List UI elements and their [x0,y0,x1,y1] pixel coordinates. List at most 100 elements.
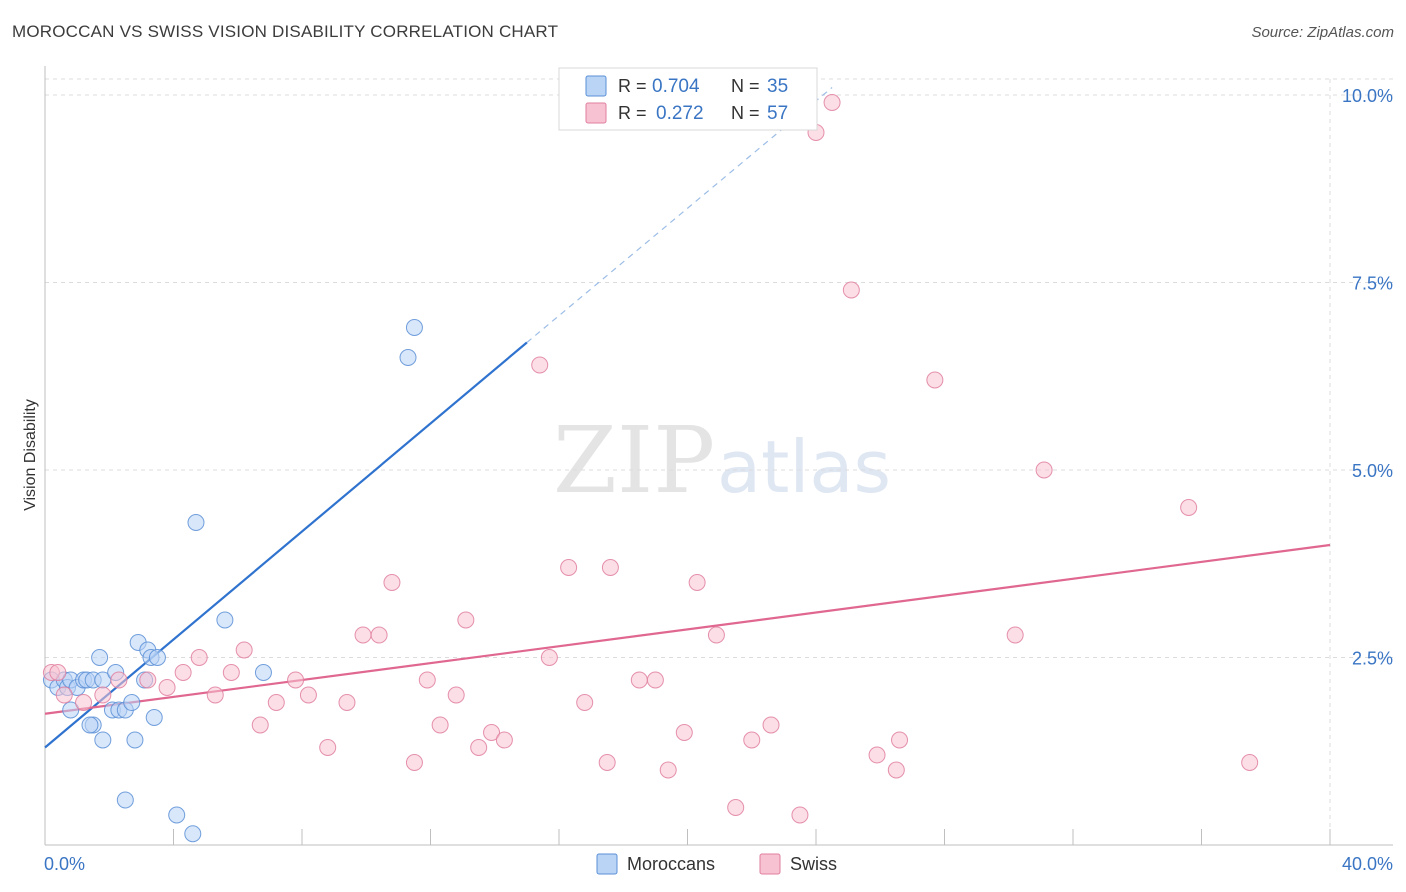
series-legend: Moroccans Swiss [596,853,837,875]
y-tick-label: 2.5% [1352,649,1393,669]
moroccans-point [187,514,205,531]
moroccans-n-label: N = [731,76,760,96]
x-tick-label: 0.0% [44,854,85,874]
moroccans-point [145,709,163,726]
moroccans-swatch [596,853,618,875]
swiss-point [630,671,648,689]
moroccans-point [94,731,112,749]
swiss-point [823,94,841,111]
data-points [42,94,1259,843]
swiss-point [222,664,240,681]
swiss-point [110,671,128,689]
swiss-legend-label: Swiss [790,854,837,874]
source-label: Source: ZipAtlas.com [1251,24,1394,41]
swiss-point [94,686,112,704]
swiss-point [1035,461,1053,479]
y-tick-label: 7.5% [1352,274,1393,294]
moroccans-point [81,716,99,734]
chart-title: MOROCCAN VS SWISS VISION DISABILITY CORR… [12,22,559,41]
moroccans-point [123,694,141,711]
swiss-r-label: R = [618,103,647,123]
swiss-point [675,724,693,741]
swiss-n-value: 57 [767,103,788,124]
swiss-r-value: 0.272 [656,103,704,124]
swiss-point [762,716,780,734]
swiss-point [383,574,401,591]
swiss-n-label: N = [731,103,760,123]
swiss-point [319,739,337,756]
swiss-point [267,694,285,711]
swiss-point [601,559,619,576]
swiss-point [743,731,761,749]
swiss-point [49,664,67,681]
swiss-point [1006,626,1024,644]
y-axis-label: Vision Disability [22,399,39,511]
moroccans-point [168,806,186,824]
moroccans-point [148,649,166,666]
moroccans-point [62,701,80,719]
watermark-zip: ZIP [553,407,715,514]
moroccans-point [399,349,417,366]
swiss-point [447,686,465,704]
moroccans-point [216,611,234,629]
swiss-point [470,739,488,756]
swiss-point [174,664,192,681]
swiss-point [206,686,224,704]
moroccans-point [126,731,144,749]
moroccans-point [184,825,202,843]
watermark-atlas: atlas [717,425,891,509]
swiss-point [251,716,269,734]
tick-labels: 2.5% 5.0% 7.5% 10.0% 0.0% 40.0% [44,86,1393,874]
x-tick-label: 40.0% [1342,854,1393,874]
swiss-point [370,626,388,644]
swiss-point [235,641,253,659]
swiss-point [646,671,664,689]
swiss-point [868,746,886,764]
stats-legend: R = 0.704 N = 35 R = 0.272 N = 57 [558,67,818,131]
swiss-point [483,724,501,741]
swiss-point [354,626,372,644]
swiss-trend-line [44,543,1331,715]
swiss-point [791,806,809,824]
moroccans-point [91,649,109,666]
swiss-point [688,574,706,591]
swiss-point [287,671,305,689]
swiss-point [457,611,475,629]
swiss-point [727,799,745,816]
swiss-point [338,694,356,711]
moroccans-r-label: R = [618,76,647,96]
swiss-point [842,281,860,299]
moroccans-legend-label: Moroccans [627,854,715,874]
swiss-point [531,356,549,374]
moroccans-point [116,791,134,809]
swiss-point [707,626,725,644]
swiss-point [887,761,905,779]
swiss-point [891,731,909,749]
moroccans-r-value: 0.704 [652,76,700,97]
swiss-point [495,731,513,749]
swiss-point [598,754,616,771]
moroccans-legend-swatch [585,75,607,97]
swiss-legend-swatch [585,102,607,124]
swiss-point [659,761,677,779]
swiss-point [299,686,317,704]
swiss-point [576,694,594,711]
moroccans-point [254,664,272,681]
swiss-point [1180,499,1198,516]
y-tick-label: 10.0% [1342,86,1393,106]
swiss-point [405,754,423,771]
axes [44,66,1393,846]
moroccans-n-value: 35 [767,76,788,97]
swiss-swatch [759,853,781,875]
moroccans-point [405,319,423,336]
swiss-point [431,716,449,734]
swiss-point [190,649,208,666]
swiss-point [158,679,176,696]
swiss-point [540,649,558,666]
swiss-point [55,686,73,704]
swiss-point [926,371,944,389]
swiss-point [75,694,93,711]
swiss-point [139,671,157,689]
swiss-point [560,559,578,576]
